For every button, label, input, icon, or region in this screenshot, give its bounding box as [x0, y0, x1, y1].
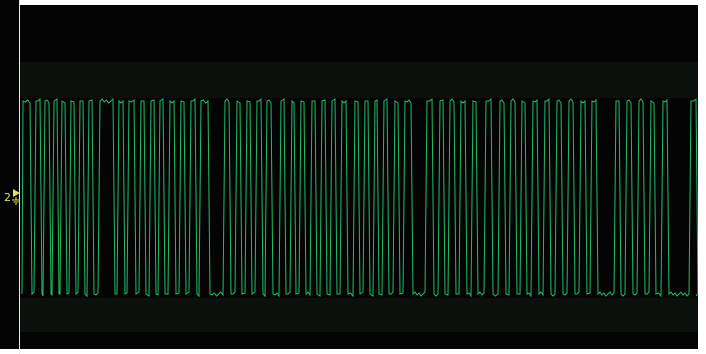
- channel-2-marker[interactable]: 2: [4, 187, 21, 207]
- left-border: [19, 0, 20, 354]
- screen-band: [20, 298, 698, 315]
- waveform-path: [21, 97, 698, 298]
- screen-band: [20, 80, 698, 98]
- oscilloscope-screen: [0, 0, 698, 349]
- screen-band: [20, 315, 698, 332]
- right-border: [698, 0, 706, 354]
- bottom-border: [19, 349, 706, 354]
- ground-level-marker-icon: [12, 189, 20, 205]
- waveform-trace: [20, 62, 698, 332]
- channel-number: 2: [4, 190, 11, 204]
- screen-band: [20, 62, 698, 80]
- top-border: [19, 0, 698, 5]
